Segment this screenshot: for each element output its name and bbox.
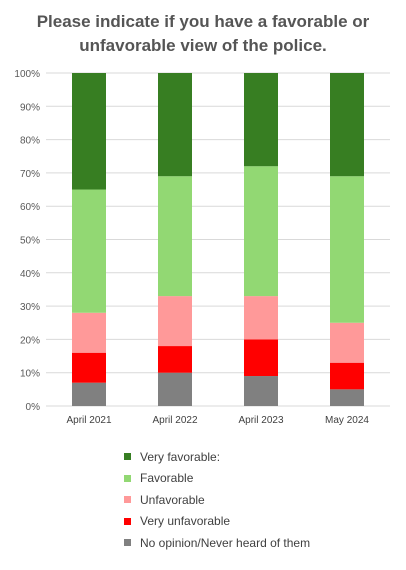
bar-segment-2-april-2021 — [72, 352, 106, 383]
bar-segment-3-april-2023 — [244, 296, 278, 340]
bar-segment-3-may-2024 — [330, 322, 364, 363]
legend-item: No opinion/Never heard of them — [124, 532, 310, 554]
chart-plot-area: 0% 10% 20% 30% 40% 50% 60% 70% 80% 90% 100% April 2… — [14, 69, 390, 426]
x-tick-label: May 2024 — [325, 415, 369, 426]
x-tick-label: April 2021 — [66, 415, 111, 426]
bar-segment-1-april-2021 — [72, 382, 106, 406]
legend-item: Favorable — [124, 468, 310, 490]
bar-segment-2-april-2023 — [244, 339, 278, 377]
bar-segment-1-april-2022 — [158, 372, 192, 406]
legend-item: Very favorable: — [124, 446, 310, 468]
y-tick-label: 60% — [20, 202, 40, 213]
bar-segment-2-may-2024 — [330, 362, 364, 390]
bar-segment-4-april-2022 — [158, 176, 192, 297]
legend-swatch — [124, 539, 131, 547]
bar-segment-5-april-2021 — [72, 73, 106, 190]
y-tick-label: 100% — [14, 69, 40, 80]
y-tick-label: 20% — [20, 335, 40, 346]
y-tick-label: 10% — [20, 369, 40, 380]
legend-label: Very unfavorable — [140, 514, 231, 529]
bar-segment-2-april-2022 — [158, 346, 192, 373]
chart-title: Please indicate if you have a favorable … — [36, 12, 370, 55]
bar-segment-1-april-2023 — [244, 376, 278, 406]
y-tick-label: 80% — [20, 136, 40, 147]
legend-label: No opinion/Never heard of them — [140, 535, 311, 550]
bar-segment-4-may-2024 — [330, 176, 364, 323]
legend-swatch — [124, 453, 131, 461]
x-tick-label: April 2022 — [152, 415, 197, 426]
bar-segment-5-april-2023 — [244, 73, 278, 167]
bar-segment-5-may-2024 — [330, 73, 364, 177]
y-tick-label: 90% — [20, 102, 40, 113]
legend-label: Favorable — [140, 471, 194, 486]
y-tick-label: 0% — [26, 402, 41, 413]
bar-segment-5-april-2022 — [158, 73, 192, 177]
legend-label: Very favorable: — [140, 449, 221, 464]
y-tick-label: 40% — [20, 269, 40, 280]
bar-segment-4-april-2023 — [244, 166, 278, 297]
x-tick-label: April 2023 — [238, 415, 283, 426]
legend-item: Very unfavorable — [124, 511, 310, 533]
legend-label: Unfavorable — [140, 492, 205, 507]
bar-segment-3-april-2022 — [158, 296, 192, 347]
bar-segment-1-may-2024 — [330, 389, 364, 406]
chart-legend: Very favorable: Favorable Unfavorable Very … — [124, 446, 310, 554]
y-tick-label: 70% — [20, 169, 40, 180]
legend-swatch — [124, 517, 131, 525]
legend-swatch — [124, 474, 131, 482]
y-tick-label: 30% — [20, 302, 40, 313]
bar-segment-4-april-2021 — [72, 189, 106, 313]
legend-item: Unfavorable — [124, 489, 310, 511]
bar-segment-3-april-2021 — [72, 312, 106, 353]
y-tick-label: 50% — [20, 236, 40, 247]
legend-swatch — [124, 496, 131, 504]
